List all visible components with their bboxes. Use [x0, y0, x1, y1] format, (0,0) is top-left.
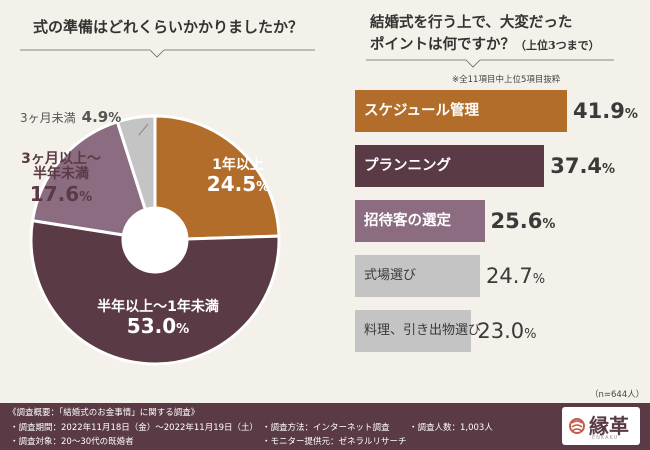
- pie-label-name-2: 3ヶ月以上〜 半年未満: [21, 151, 101, 183]
- survey-method: ・調査方法：インターネット調査: [262, 423, 390, 433]
- pie-label-2: 3ヶ月以上〜 半年未満 17.6%: [6, 151, 116, 206]
- pie-slice-0: [153, 114, 281, 241]
- logo-text: 縁革: [589, 414, 629, 438]
- bar-value-0: 41.9%: [573, 99, 638, 123]
- items-note: ※全11項目中上位5項目抜粋: [452, 75, 561, 85]
- sample-size: （n=644人）: [590, 390, 645, 400]
- pie-label-value-2: 17.6%: [29, 181, 93, 206]
- bar-1: プランニング: [355, 145, 545, 187]
- bar-2: 招待客の選定: [355, 200, 485, 242]
- survey-target: ・調査対象：20〜30代の既婚者: [10, 437, 134, 447]
- bar-value-3: 24.7%: [485, 264, 546, 288]
- survey-footer: 《調査概要：「結婚式のお金事情」に関する調査》 ・調査期間：2022年11月18…: [0, 403, 650, 450]
- title-underline-right: [366, 59, 614, 68]
- survey-period: ・調査期間：2022年11月18日（金）〜2022年11月19日（土）: [10, 423, 259, 433]
- pie-label-0: 1年以上 24.5%: [183, 157, 293, 197]
- pie-leader-line: [138, 123, 149, 136]
- pie-center-hole: [124, 209, 186, 271]
- bar-0: スケジュール管理: [355, 90, 567, 132]
- bar-label-2: 招待客の選定: [364, 213, 451, 229]
- bar-label-1: プランニング: [364, 158, 451, 174]
- logo-subtext: ENKAKU: [592, 435, 619, 441]
- pie-slice-3: [115, 114, 157, 212]
- bar-label-4: 料理、引き出物選び: [364, 323, 482, 338]
- bar-value-2: 25.6%: [490, 209, 556, 233]
- bar-3: 式場選び: [355, 255, 480, 297]
- bar-value-1: 37.4%: [550, 154, 616, 178]
- pie-label-value-3: 4.9%: [81, 108, 122, 126]
- bar-4: 料理、引き出物選び: [355, 310, 481, 352]
- bar-chart-title: 結婚式を行う上で、大変だった ポイントは何ですか？（上位3つまで）: [370, 12, 640, 57]
- pie-label-name-1: 半年以上〜1年未満: [97, 299, 219, 315]
- survey-provider: ・モニター提供元：ゼネラルリサーチ: [262, 437, 407, 447]
- pie-label-name-3: 3ヶ月未満: [20, 111, 76, 125]
- title-underline-left: [20, 49, 315, 58]
- pie-label-name-0: 1年以上: [212, 157, 264, 173]
- pie-slice-1: [29, 218, 281, 366]
- bar-value-4: 23.0%: [477, 319, 537, 343]
- bar-chart-title-line2: ポイントは何ですか？: [370, 36, 515, 53]
- pie-chart-title: 式の準備はどれくらいかかりましたか？: [32, 18, 303, 36]
- bar-chart-title-line1: 結婚式を行う上で、大変だった: [370, 14, 573, 31]
- brand-logo: 縁革 ENKAKU: [562, 407, 640, 445]
- survey-heading: 《調査概要：「結婚式のお金事情」に関する調査》: [8, 408, 200, 418]
- survey-count: ・調査人数：1,003人: [409, 423, 493, 433]
- pie-label-1: 半年以上〜1年未満 53.0%: [58, 299, 258, 339]
- pie-label-3: 3ヶ月未満 4.9%: [20, 108, 150, 126]
- pie-slice-2: [30, 119, 148, 237]
- pie-label-value-0: 24.5%: [206, 172, 270, 197]
- bar-label-0: スケジュール管理: [364, 103, 479, 119]
- bar-label-3: 式場選び: [364, 268, 417, 283]
- pie-label-value-1: 53.0%: [126, 314, 190, 339]
- bar-chart-title-note: （上位3つまで）: [515, 39, 600, 52]
- pie-chart: [29, 114, 281, 366]
- logo-swirl-icon: [569, 418, 585, 434]
